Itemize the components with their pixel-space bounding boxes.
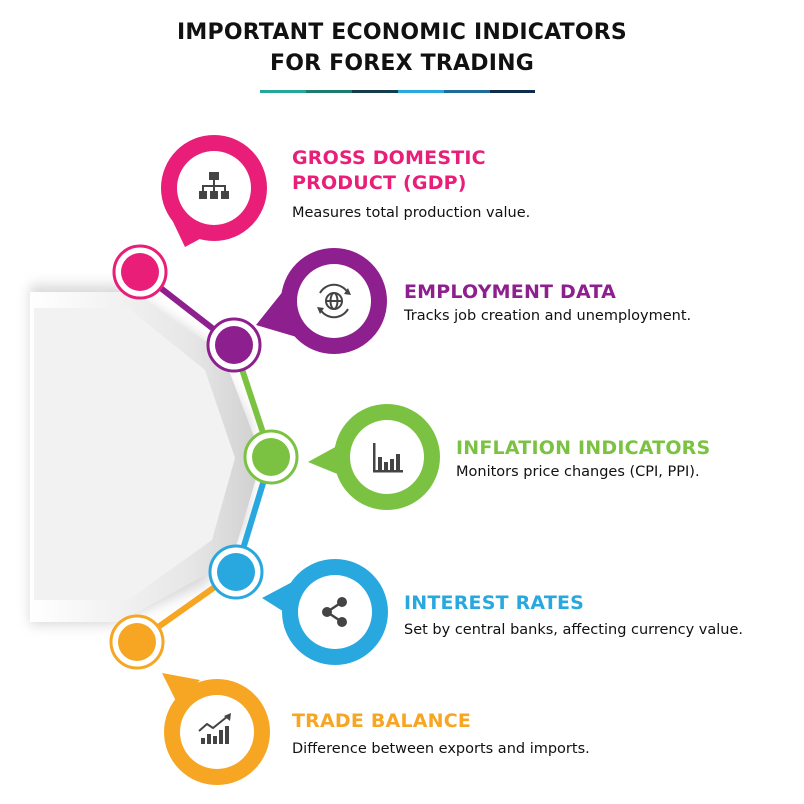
inflation-description: Monitors price changes (CPI, PPI). (456, 464, 700, 480)
employment-node (206, 317, 262, 373)
gdp-bubble (161, 135, 267, 247)
trade-heading: TRADE BALANCE (292, 710, 472, 732)
page-title-line-1: IMPORTANT ECONOMIC INDICATORS (177, 20, 627, 45)
trend-chart-icon (198, 713, 231, 744)
underline-segment (260, 90, 306, 93)
employment-heading: EMPLOYMENT DATA (404, 281, 617, 303)
gdp-heading-line-1: GROSS DOMESTIC (292, 147, 486, 169)
title-underline (260, 90, 535, 93)
panel-shape (30, 285, 262, 625)
interest-bubble (262, 559, 388, 665)
interest-description: Set by central banks, affecting currency… (404, 622, 744, 638)
inflation-heading: INFLATION INDICATORS (456, 437, 711, 459)
globe-refresh-icon (317, 283, 351, 319)
inflation-bubble (308, 404, 440, 510)
underline-segment (398, 90, 444, 93)
gdp-node (112, 244, 168, 300)
share-icon (322, 597, 347, 627)
gdp-heading-line-2: PRODUCT (GDP) (292, 172, 467, 194)
trade-bubble (162, 673, 270, 785)
bar-chart-icon (373, 443, 403, 473)
underline-segment (306, 90, 352, 93)
underline-segment (352, 90, 398, 93)
employment-bubble (256, 248, 387, 354)
gdp-heading: GROSS DOMESTIC PRODUCT (GDP) (292, 146, 486, 196)
underline-segment (444, 90, 490, 93)
inflation-node (243, 429, 299, 485)
underline-segment (490, 90, 535, 93)
employment-description: Tracks job creation and unemployment. (404, 308, 692, 324)
gdp-description: Measures total production value. (292, 205, 531, 221)
trade-description: Difference between exports and imports. (292, 741, 590, 757)
trade-node (109, 614, 165, 670)
interest-node (208, 544, 264, 600)
page-title-line-2: FOR FOREX TRADING (270, 51, 534, 76)
sitemap-icon (199, 172, 229, 199)
interest-heading: INTEREST RATES (404, 592, 585, 614)
